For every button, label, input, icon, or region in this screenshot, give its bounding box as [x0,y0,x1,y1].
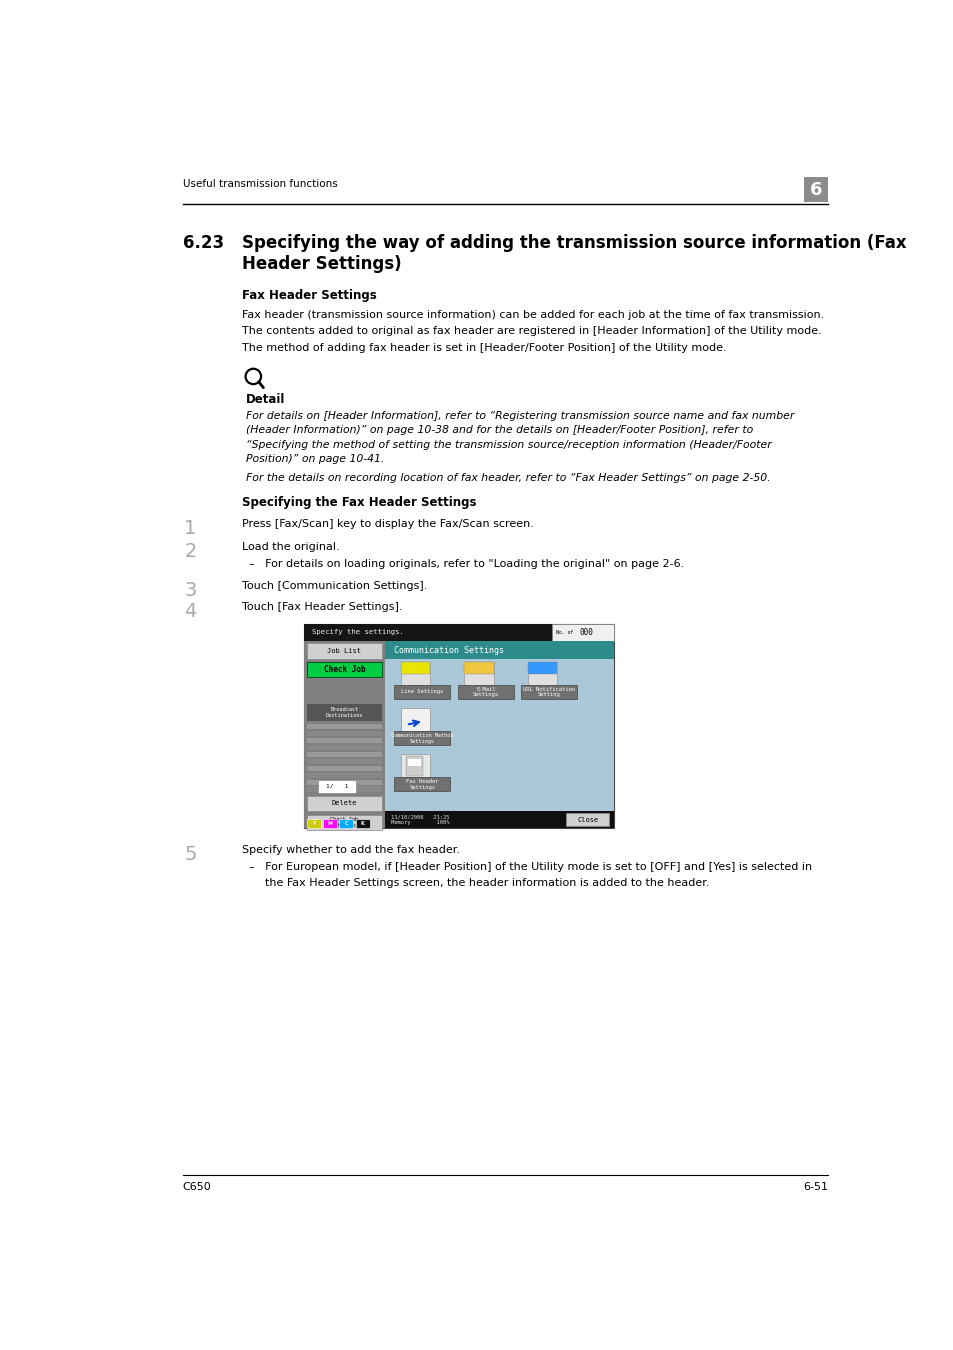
Text: Press [Fax/Scan] key to display the Fax/Scan screen.: Press [Fax/Scan] key to display the Fax/… [241,518,533,529]
Bar [307,662,381,678]
Text: Broadcast
Destinations: Broadcast Destinations [325,707,363,718]
Text: 1/   1: 1/ 1 [325,784,348,788]
Bar [307,795,381,811]
Bar [307,787,381,792]
Text: 3: 3 [184,580,196,599]
Bar [355,819,369,828]
Text: 6: 6 [809,181,821,198]
Text: 1: 1 [184,518,196,537]
Text: For details on [Header Information], refer to “Registering transmission source n: For details on [Header Information], ref… [245,412,793,421]
Text: Specifying the way of adding the transmission source information (Fax: Specifying the way of adding the transmi… [241,234,905,251]
Text: Fax header (transmission source information) can be added for each job at the ti: Fax header (transmission source informat… [241,310,823,320]
Bar [303,624,613,828]
Text: Header Settings): Header Settings) [241,255,401,273]
Bar [400,755,430,778]
Text: Fax Header
Settings: Fax Header Settings [406,779,438,790]
Bar [339,819,353,828]
Bar [551,624,613,641]
Bar [408,759,420,767]
Text: For the details on recording location of fax header, refer to “Fax Header Settin: For the details on recording location of… [245,472,769,483]
Text: Check Job
Settings: Check Job Settings [330,817,358,828]
Bar [307,779,381,784]
Text: Touch [Communication Settings].: Touch [Communication Settings]. [241,580,427,591]
Bar [527,662,557,684]
Bar [406,756,422,776]
Bar [307,815,381,830]
Text: Job List: Job List [327,648,361,653]
Bar [521,684,577,699]
Text: 2: 2 [184,541,196,562]
Bar [400,707,430,732]
Text: 6-51: 6-51 [802,1183,827,1192]
Bar [385,811,613,828]
Text: 5: 5 [184,845,196,864]
Text: Fax Header Settings: Fax Header Settings [241,289,376,302]
Text: Touch [Fax Header Settings].: Touch [Fax Header Settings]. [241,602,402,613]
Bar [307,738,381,744]
Bar [307,745,381,751]
Text: M: M [327,821,333,826]
Bar [307,819,320,828]
Text: K: K [360,821,364,826]
Bar [307,759,381,764]
Text: 000: 000 [579,628,593,637]
Bar [394,778,450,791]
Bar [307,643,381,659]
Bar [385,641,613,659]
Text: 4: 4 [184,602,196,621]
Text: Close: Close [577,817,598,822]
Bar [303,624,613,641]
Text: Specify whether to add the fax header.: Specify whether to add the fax header. [241,845,459,855]
Text: Detail: Detail [245,393,285,406]
Bar [802,177,827,202]
Text: Useful transmission functions: Useful transmission functions [183,180,337,189]
Text: E-Mail
Settings: E-Mail Settings [473,687,498,698]
Text: –   For European model, if [Header Position] of the Utility mode is set to [OFF]: – For European model, if [Header Positio… [249,863,812,872]
Bar [394,732,450,745]
Bar [307,772,381,778]
Bar [307,765,381,771]
Text: Specify the settings.: Specify the settings. [312,629,404,636]
Text: Communication Settings: Communication Settings [394,645,504,655]
Text: Y: Y [312,821,315,826]
Text: C650: C650 [183,1183,212,1192]
Text: Line Settings: Line Settings [400,690,443,694]
Bar [464,662,493,684]
Bar [323,819,336,828]
Text: Check Job: Check Job [323,666,365,674]
Text: Position)” on page 10-41.: Position)” on page 10-41. [245,454,383,464]
Bar [317,780,356,792]
Text: (Header Information)” on page 10-38 and for the details on [Header/Footer Positi: (Header Information)” on page 10-38 and … [245,425,752,435]
Text: Load the original.: Load the original. [241,541,339,552]
Bar [400,707,430,732]
Text: 11/10/2006   21:25
Memory        100%: 11/10/2006 21:25 Memory 100% [391,814,449,825]
Text: Specifying the Fax Header Settings: Specifying the Fax Header Settings [241,495,476,509]
Text: Delete: Delete [332,801,356,806]
Bar [566,813,608,826]
Text: The contents added to original as fax header are registered in [Header Informati: The contents added to original as fax he… [241,327,821,336]
Text: No. of: No. of [555,630,572,634]
Bar [307,705,381,721]
Text: “Specifying the method of setting the transmission source/reception information : “Specifying the method of setting the tr… [245,440,771,450]
Text: Communication Method
Settings: Communication Method Settings [391,733,453,744]
Bar [400,662,430,674]
Bar [457,684,513,699]
Bar [307,724,381,729]
Bar [303,641,385,828]
Text: 6.23: 6.23 [183,234,224,251]
Text: The method of adding fax header is set in [Header/Footer Position] of the Utilit: The method of adding fax header is set i… [241,343,725,352]
Text: URL Notification
Setting: URL Notification Setting [523,687,575,698]
Bar [385,659,613,828]
Text: the Fax Header Settings screen, the header information is added to the header.: the Fax Header Settings screen, the head… [265,878,709,888]
Bar [307,732,381,736]
Bar [527,662,557,674]
Bar [307,752,381,757]
Text: –   For details on loading originals, refer to "Loading the original" on page 2-: – For details on loading originals, refe… [249,559,684,570]
Bar [464,662,493,674]
Bar [394,684,450,699]
Text: C: C [344,821,348,826]
Bar [400,662,430,684]
